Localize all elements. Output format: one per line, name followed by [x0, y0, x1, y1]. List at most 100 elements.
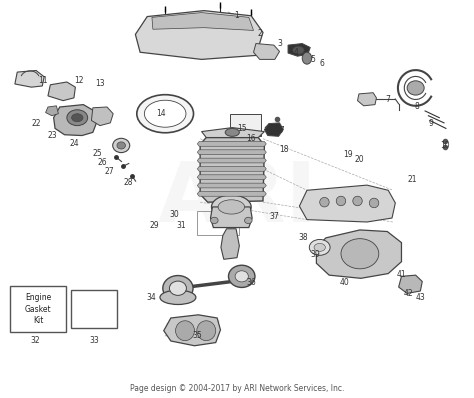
Text: 40: 40 [340, 278, 350, 287]
Text: 42: 42 [403, 289, 413, 298]
Ellipse shape [293, 46, 304, 54]
Ellipse shape [163, 275, 193, 301]
Polygon shape [197, 150, 266, 154]
Text: 36: 36 [246, 278, 256, 287]
Text: 26: 26 [98, 158, 107, 167]
Text: 8: 8 [414, 103, 419, 111]
Polygon shape [201, 128, 264, 138]
Text: 38: 38 [298, 233, 308, 242]
Text: 24: 24 [69, 139, 79, 148]
Ellipse shape [235, 271, 248, 282]
Ellipse shape [245, 217, 252, 224]
Polygon shape [288, 43, 310, 56]
Text: 7: 7 [386, 95, 391, 103]
Ellipse shape [145, 100, 186, 127]
Ellipse shape [137, 95, 193, 133]
Text: 30: 30 [170, 210, 180, 219]
Text: 13: 13 [95, 80, 105, 88]
Text: 15: 15 [237, 124, 246, 133]
Polygon shape [200, 138, 264, 202]
Text: 34: 34 [146, 293, 156, 302]
Polygon shape [210, 207, 252, 228]
Bar [71, 290, 117, 328]
Bar [230, 114, 261, 136]
Ellipse shape [407, 81, 424, 95]
Polygon shape [152, 13, 254, 30]
Text: 6: 6 [319, 59, 325, 68]
Polygon shape [197, 158, 266, 163]
Polygon shape [221, 229, 239, 259]
Text: 41: 41 [397, 270, 406, 279]
Text: ARI: ARI [157, 158, 317, 240]
Ellipse shape [314, 244, 325, 252]
Polygon shape [54, 105, 96, 136]
Ellipse shape [117, 142, 126, 149]
Text: 9: 9 [428, 119, 433, 128]
Text: 33: 33 [90, 336, 99, 345]
Polygon shape [91, 107, 113, 126]
Text: 10: 10 [440, 141, 450, 150]
Polygon shape [46, 106, 58, 116]
Text: 14: 14 [156, 109, 166, 118]
Ellipse shape [369, 198, 379, 208]
Text: 17: 17 [275, 126, 284, 135]
Text: 32: 32 [30, 336, 40, 345]
Bar [197, 211, 239, 235]
Text: 11: 11 [38, 76, 48, 84]
Text: 16: 16 [246, 134, 256, 143]
Ellipse shape [210, 217, 218, 224]
Polygon shape [197, 175, 266, 179]
Text: 31: 31 [176, 221, 186, 230]
Ellipse shape [302, 52, 312, 64]
Ellipse shape [353, 196, 362, 206]
Polygon shape [300, 185, 395, 222]
Ellipse shape [319, 197, 329, 207]
Text: 23: 23 [48, 131, 57, 140]
Ellipse shape [341, 239, 379, 269]
Text: 35: 35 [192, 331, 202, 340]
Ellipse shape [197, 321, 216, 341]
Ellipse shape [160, 290, 196, 304]
Ellipse shape [175, 321, 194, 341]
Ellipse shape [228, 265, 255, 287]
Text: 19: 19 [343, 150, 353, 159]
Text: Page design © 2004-2017 by ARI Network Services, Inc.: Page design © 2004-2017 by ARI Network S… [130, 384, 344, 393]
Ellipse shape [113, 139, 130, 152]
Text: 39: 39 [310, 250, 320, 259]
Bar [10, 286, 66, 332]
Polygon shape [317, 230, 401, 278]
Text: 27: 27 [105, 167, 114, 176]
Text: 20: 20 [354, 155, 364, 164]
Ellipse shape [72, 114, 83, 122]
Text: 4: 4 [293, 48, 299, 57]
Text: 22: 22 [31, 119, 41, 128]
Ellipse shape [218, 200, 245, 214]
Polygon shape [254, 43, 280, 59]
Text: 28: 28 [124, 178, 133, 187]
Polygon shape [197, 183, 266, 188]
Text: 1: 1 [235, 11, 239, 20]
Ellipse shape [310, 240, 330, 256]
Ellipse shape [336, 196, 346, 206]
Text: 2: 2 [257, 29, 262, 38]
Polygon shape [197, 142, 266, 146]
Ellipse shape [225, 129, 239, 137]
Polygon shape [357, 93, 376, 106]
Polygon shape [197, 166, 266, 171]
Text: Engine
Gasket
Kit: Engine Gasket Kit [25, 293, 51, 325]
Text: 12: 12 [74, 76, 83, 84]
Text: 5: 5 [310, 55, 315, 64]
Polygon shape [48, 82, 75, 101]
Polygon shape [197, 191, 266, 196]
Ellipse shape [169, 281, 186, 295]
Ellipse shape [67, 110, 88, 126]
Text: 21: 21 [407, 175, 417, 183]
Polygon shape [15, 70, 44, 87]
Ellipse shape [211, 195, 251, 219]
Text: 29: 29 [149, 221, 159, 230]
Polygon shape [136, 11, 263, 59]
Text: 3: 3 [277, 39, 282, 48]
Polygon shape [164, 315, 220, 346]
Polygon shape [399, 275, 422, 293]
Polygon shape [264, 123, 283, 137]
